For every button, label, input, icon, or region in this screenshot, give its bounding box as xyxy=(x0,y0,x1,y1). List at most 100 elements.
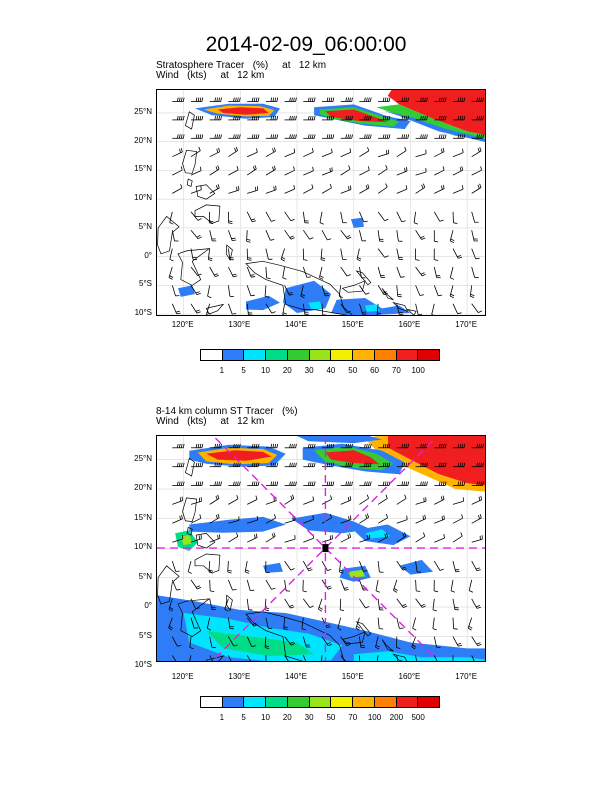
wind-barb xyxy=(190,598,197,609)
wind-barb xyxy=(171,579,177,591)
wind-barb xyxy=(301,617,304,629)
wind-barb-flag xyxy=(441,516,444,521)
panel2-title-line1: 8-14 km column ST Tracer (%) xyxy=(156,406,298,417)
wind-barb xyxy=(284,188,295,194)
wind-barb-flag xyxy=(426,462,428,467)
tracer-high xyxy=(325,109,388,123)
wind-barb-flag xyxy=(220,115,222,120)
wind-barb-flag xyxy=(237,97,239,102)
wind-barb-flag xyxy=(351,134,353,139)
wind-barb-flag xyxy=(366,443,368,448)
wind-barb-flag xyxy=(407,97,410,102)
wind-barb xyxy=(415,579,417,591)
wind-barb-flag xyxy=(293,134,295,139)
lon-label: 150°E xyxy=(341,320,364,329)
wind-barb-flag xyxy=(313,443,316,448)
wind-barb-flag xyxy=(239,481,241,486)
wind-barb-flag xyxy=(210,590,215,592)
wind-barb-flag xyxy=(363,220,368,223)
colorbar-swatch xyxy=(244,350,267,360)
wind-barb-flag xyxy=(386,481,389,486)
wind-barb-flag xyxy=(347,534,350,539)
wind-barb xyxy=(189,655,192,661)
wind-barb-flag xyxy=(181,514,183,519)
wind-barb-flag xyxy=(326,462,329,467)
coastline xyxy=(186,526,193,536)
wind-barb-flag xyxy=(309,462,312,467)
wind-barb-flag xyxy=(208,571,214,574)
colorbar-swatch xyxy=(374,697,397,707)
wind-barb-flag xyxy=(356,258,361,262)
wind-barb-flag xyxy=(422,481,424,486)
wind-barb-flag xyxy=(218,97,220,102)
wind-barb-flag xyxy=(276,115,279,120)
wind-barb-flag xyxy=(461,443,464,448)
wind-barb-flag xyxy=(442,443,445,448)
wind-barb-flag xyxy=(441,185,443,190)
wind-barb-flag xyxy=(459,97,462,102)
wind-barb-flag xyxy=(180,462,183,467)
wind-barb-flag xyxy=(321,257,326,260)
wind-barb xyxy=(247,499,258,505)
wind-barb-flag xyxy=(327,587,332,590)
wind-barb xyxy=(228,285,231,297)
wind-barb-flag xyxy=(180,481,183,486)
wind-barb-flag xyxy=(309,97,312,102)
wind-barb xyxy=(321,498,332,505)
wind-barb-flag xyxy=(351,462,353,467)
wind-barb-flag xyxy=(457,481,460,486)
coastline xyxy=(205,655,225,661)
wind-barb-flag xyxy=(461,462,464,467)
wind-barb-flag xyxy=(442,134,445,139)
wind-barb-flag xyxy=(459,462,462,467)
wind-barb-flag xyxy=(424,514,426,519)
wind-barb-flag xyxy=(218,481,220,486)
wind-barb-flag xyxy=(180,184,183,189)
wind-barb-flag xyxy=(282,312,287,315)
wind-barb-flag xyxy=(206,313,209,315)
wind-barb-flag xyxy=(220,462,222,467)
wind-barb xyxy=(415,500,427,505)
wind-barb xyxy=(246,285,252,296)
wind-barb-flag xyxy=(246,238,251,241)
wind-barb xyxy=(396,519,408,524)
wind-barb-flag xyxy=(422,97,424,102)
wind-barb-flag xyxy=(320,259,326,262)
wind-barb-flag xyxy=(348,165,351,170)
colorbar-label: 30 xyxy=(304,713,314,722)
wind-barb-flag xyxy=(476,462,478,467)
wind-barb-flag xyxy=(443,534,445,539)
wind-barb-flag xyxy=(224,608,229,612)
wind-barb-flag xyxy=(329,513,332,518)
wind-barb-flag xyxy=(178,462,181,467)
wind-barb-flag xyxy=(273,165,276,170)
wind-barb xyxy=(319,211,323,223)
wind-barb-flag xyxy=(349,148,352,153)
wind-barb-flag xyxy=(313,115,316,120)
wind-barb-flag xyxy=(351,443,353,448)
wind-barb-flag xyxy=(384,481,387,486)
wind-barb-flag xyxy=(460,532,463,537)
wind-barb-flag xyxy=(476,134,478,139)
colorbar-label: 50 xyxy=(326,713,336,722)
wind-barb-flag xyxy=(195,115,198,120)
wind-barb-flag xyxy=(168,608,173,612)
wind-barb-flag xyxy=(442,462,445,467)
wind-barb-flag xyxy=(274,115,277,120)
wind-barb-flag xyxy=(384,115,387,120)
wind-barb xyxy=(452,188,464,194)
wind-barb-flag xyxy=(201,443,204,448)
wind-barb xyxy=(449,266,454,278)
wind-barb xyxy=(247,537,258,543)
figure-title: 2014-02-09_06:00:00 xyxy=(205,33,407,56)
lon-label: 140°E xyxy=(285,320,307,329)
wind-barb-flag xyxy=(328,462,331,467)
wind-barb xyxy=(246,579,251,591)
wind-barb-flag xyxy=(450,293,455,297)
wind-barb-flag xyxy=(179,497,182,502)
wind-barb-flag xyxy=(347,462,349,467)
wind-barb-flag xyxy=(480,97,482,102)
wind-barb xyxy=(321,230,328,241)
wind-barb-flag xyxy=(476,97,478,102)
wind-barb-flag xyxy=(459,134,462,139)
